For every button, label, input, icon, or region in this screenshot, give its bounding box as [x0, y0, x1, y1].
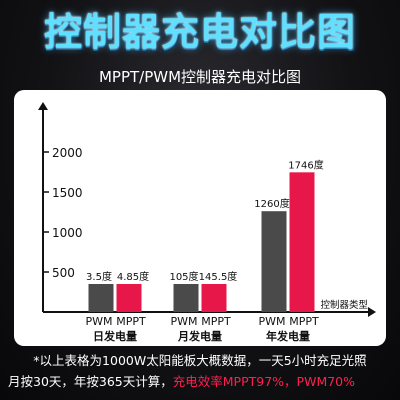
series-label-mppt: MPPT: [289, 315, 319, 328]
chart-card: [14, 90, 386, 346]
footnote-line-1: *以上表格为1000W太阳能板大概数据，一天5小时充足光照: [33, 353, 367, 368]
x-axis-arrow: [368, 307, 376, 317]
data-label: 3.5度: [86, 270, 112, 283]
category-label: 日发电量: [93, 329, 137, 343]
data-label: 145.5度: [199, 270, 238, 283]
y-axis-arrow: [38, 102, 48, 110]
footnote-efficiency: 充电效率MPPT97%，PWM70%: [172, 374, 356, 389]
bar-mppt: [201, 284, 227, 312]
x-axis-label: 控制器类型: [320, 299, 368, 311]
series-label-pwm: PWM: [85, 315, 112, 328]
bar-pwm: [88, 284, 114, 312]
series-label-mppt: MPPT: [201, 315, 231, 328]
bar-mppt: [289, 172, 315, 312]
data-label: 1746度: [288, 158, 323, 171]
footnote-line-2: 月按30天，年按365天计算，充电效率MPPT97%，PWM70%: [8, 371, 400, 390]
y-tick-label: 1500: [52, 186, 83, 200]
bar-mppt: [116, 284, 142, 312]
y-tick-label: 500: [52, 266, 75, 280]
series-label-pwm: PWM: [170, 315, 197, 328]
series-label-pwm: PWM: [258, 315, 285, 328]
y-tick-label: 1000: [52, 226, 83, 240]
category-label: 年发电量: [266, 329, 310, 343]
data-label: 105度: [169, 270, 198, 283]
bar-pwm: [173, 284, 199, 312]
banner-title: 控制器充电对比图: [43, 10, 356, 54]
footnote-line-2-text: 月按30天，年按365天计算，: [8, 374, 173, 389]
bar-pwm: [261, 211, 287, 312]
data-label: 4.85度: [117, 270, 149, 283]
series-label-mppt: MPPT: [116, 315, 146, 328]
y-tick-label: 2000: [52, 146, 83, 160]
chart-title: MPPT/PWM控制器充电对比图: [98, 68, 302, 86]
data-label: 1260度: [254, 197, 289, 210]
category-label: 月发电量: [177, 329, 222, 343]
